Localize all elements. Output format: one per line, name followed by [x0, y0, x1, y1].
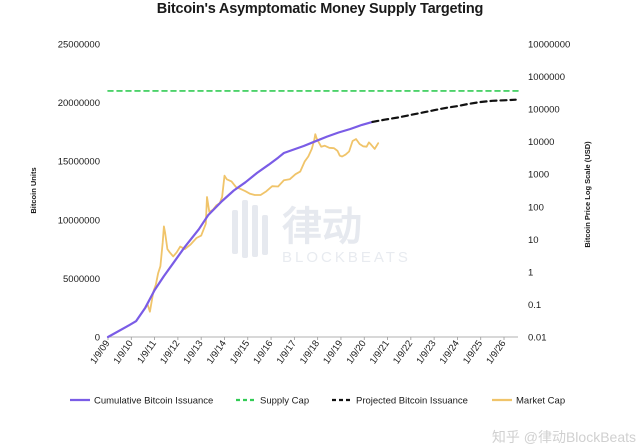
- y-left-tick-label: 0: [95, 333, 100, 344]
- x-tick-label: 1/9/21: [368, 338, 392, 366]
- y-right-tick-label: 100000: [528, 105, 560, 116]
- credit-text: 知乎 @律动BlockBeats: [492, 429, 636, 445]
- legend-item: Cumulative Bitcoin Issuance: [70, 396, 213, 407]
- legend-label: Supply Cap: [260, 396, 309, 407]
- y-left-tick-label: 10000000: [58, 215, 100, 226]
- market-cap-line: [143, 133, 380, 313]
- y-right-tick-label: 0.01: [528, 333, 547, 344]
- watermark-logo-bar: [262, 215, 268, 255]
- credit-watermark: 知乎 @律动BlockBeats: [492, 429, 636, 445]
- chart-title: Bitcoin's Asymptomatic Money Supply Targ…: [156, 1, 484, 17]
- x-tick-label: 1/9/11: [135, 338, 159, 365]
- watermark-logo-bar: [232, 210, 238, 254]
- y-right-tick-label: 10: [528, 235, 539, 246]
- legend-label: Market Cap: [516, 396, 565, 407]
- x-tick-label: 1/9/10: [112, 338, 136, 366]
- x-tick-label: 1/9/15: [228, 338, 252, 366]
- y-right-tick-label: 0.1: [528, 300, 541, 311]
- x-tick-label: 1/9/22: [391, 338, 415, 366]
- y-right-tick-label: 1000000: [528, 72, 565, 83]
- x-tick-label: 1/9/18: [298, 338, 322, 366]
- x-tick-label: 1/9/26: [484, 338, 508, 366]
- cumulative-issuance-line: [106, 120, 374, 339]
- watermark-logo-bar: [242, 200, 248, 258]
- x-tick-label: 1/9/09: [88, 338, 112, 366]
- legend-item: Supply Cap: [236, 396, 309, 407]
- y-right-tick-label: 10000: [528, 137, 554, 148]
- watermark-logo-subtext: BLOCKBEATS: [282, 249, 411, 266]
- watermark-logo-bar: [252, 205, 258, 257]
- x-tick-label: 1/9/20: [345, 338, 369, 366]
- y-left-tick-label: 20000000: [58, 98, 100, 109]
- y-right-tick-label: 100: [528, 202, 544, 213]
- x-tick-label: 1/9/24: [438, 338, 462, 366]
- x-tick-label: 1/9/25: [461, 338, 485, 366]
- x-tick-label: 1/9/14: [205, 338, 229, 366]
- x-tick-label: 1/9/12: [158, 338, 182, 366]
- projected-issuance-line: [371, 98, 517, 124]
- legend-item: Market Cap: [492, 396, 565, 407]
- y-left-tick-label: 25000000: [58, 40, 100, 51]
- x-tick-label: 1/9/17: [275, 338, 299, 366]
- legend: Cumulative Bitcoin Issuance Supply Cap Pro…: [70, 396, 565, 407]
- x-tick-label: 1/9/23: [414, 338, 438, 366]
- legend-item: Projected Bitcoin Issuance: [332, 396, 468, 407]
- x-tick-label: 1/9/16: [251, 338, 275, 366]
- x-tick-label: 1/9/19: [321, 338, 345, 366]
- y-right-tick-label: 1: [528, 267, 533, 278]
- legend-label: Projected Bitcoin Issuance: [356, 396, 468, 407]
- legend-label: Cumulative Bitcoin Issuance: [94, 396, 213, 407]
- y-left-tick-label: 15000000: [58, 157, 100, 168]
- y-left-axis-title: Bitcoin Units: [29, 167, 38, 213]
- axes: 0 5000000 10000000 15000000 20000000 25000000…: [29, 40, 592, 367]
- series-layer: [106, 90, 519, 339]
- watermark-logo-text: 律动: [282, 205, 362, 249]
- x-tick-label: 1/9/13: [181, 338, 205, 366]
- y-right-tick-label: 10000000: [528, 40, 570, 51]
- y-right-tick-label: 1000: [528, 170, 549, 181]
- y-right-axis-title: Bitcoin Price Log Scale (USD): [583, 141, 592, 248]
- y-left-tick-label: 5000000: [63, 274, 100, 285]
